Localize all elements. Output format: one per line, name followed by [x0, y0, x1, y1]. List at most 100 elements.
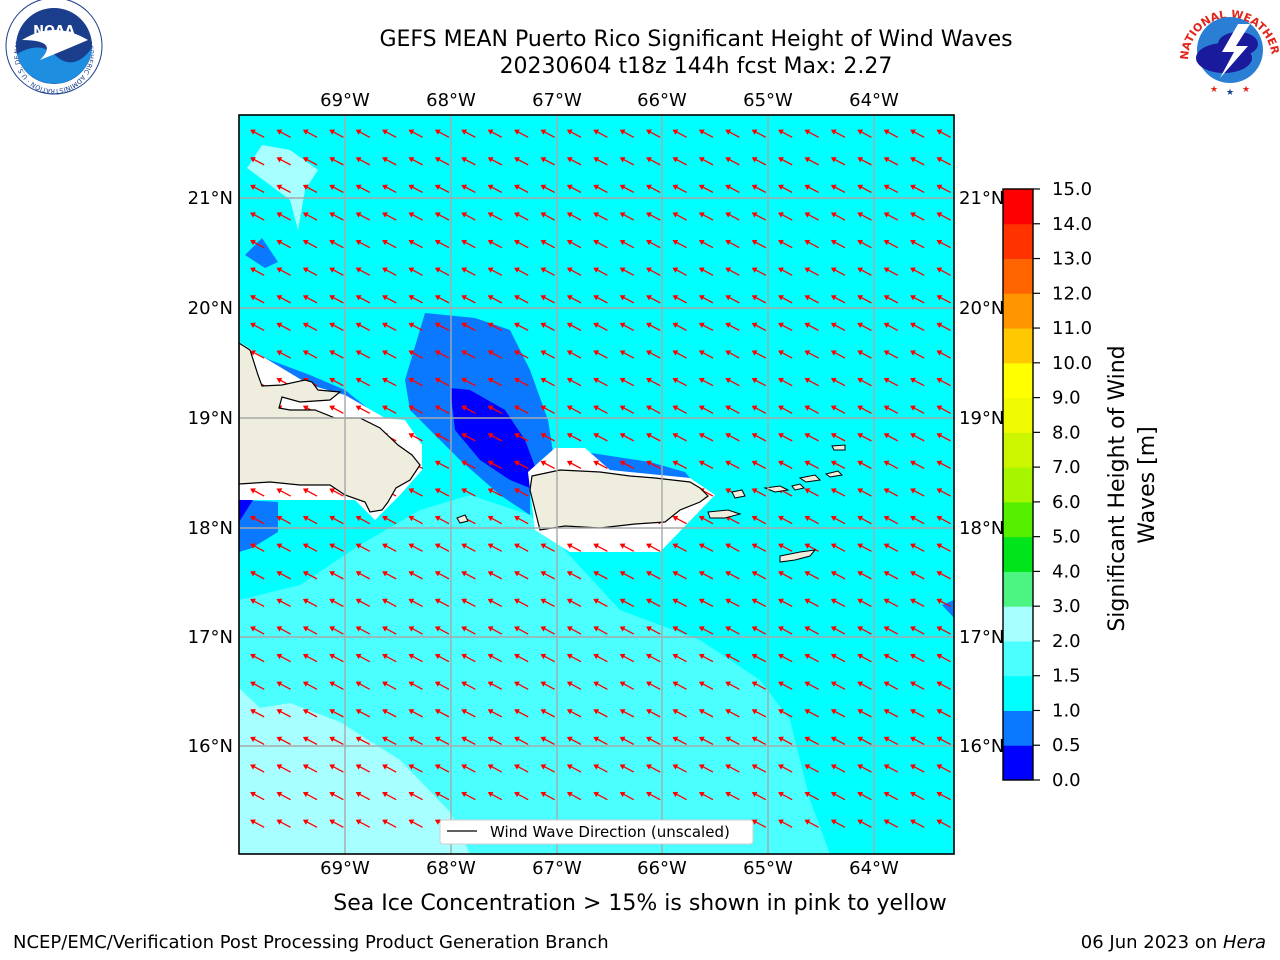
colorbar-band — [1003, 467, 1033, 503]
wind-arrow — [910, 626, 925, 635]
wind-arrow — [566, 212, 582, 221]
wind-arrow — [276, 129, 291, 138]
colorbar-band — [1003, 293, 1033, 329]
map-frame — [238, 114, 955, 855]
wind-arrow — [408, 239, 423, 249]
wind-arrow — [593, 295, 608, 304]
wind-arrow — [408, 653, 423, 663]
colorbar-band — [1003, 536, 1033, 572]
wind-arrow — [883, 681, 899, 690]
wind-arrow — [883, 433, 899, 442]
wind-arrow — [672, 295, 687, 304]
wind-arrow — [883, 653, 899, 663]
mask-puerto-rico — [528, 448, 715, 552]
wind-arrow — [461, 350, 476, 359]
wind-arrow — [751, 212, 767, 221]
wind-arrow — [725, 626, 740, 635]
wind-arrow — [672, 267, 687, 276]
wind-arrow — [910, 709, 925, 718]
colorbar-band — [1003, 745, 1033, 781]
wind-arrow — [276, 488, 291, 497]
wind-arrow — [302, 377, 318, 387]
wind-arrow — [672, 239, 687, 249]
wind-arrow — [751, 184, 767, 194]
wind-arrow — [830, 736, 846, 746]
colorbar-band — [1003, 189, 1033, 225]
wind-arrow — [936, 460, 951, 470]
wind-arrow — [250, 653, 265, 663]
wind-arrow — [250, 377, 265, 387]
wind-arrow — [355, 212, 371, 221]
colorbar-band — [1003, 640, 1033, 677]
wind-arrow — [540, 709, 555, 718]
wind-arrow — [540, 295, 555, 304]
wind-arrow — [936, 736, 951, 746]
wind-arrow — [751, 295, 767, 304]
wind-arrow — [857, 405, 872, 414]
wind-arrow — [936, 515, 951, 525]
wind-arrow — [751, 736, 767, 746]
wind-arrow — [751, 267, 767, 276]
lon-label-bottom: 67°W — [532, 858, 582, 879]
wind-arrow — [725, 791, 740, 801]
wind-arrow — [672, 653, 687, 663]
wind-arrow — [698, 129, 714, 138]
wind-arrow — [276, 184, 291, 194]
wind-arrow — [250, 267, 265, 276]
wind-arrow — [487, 791, 503, 801]
wind-arrow — [619, 653, 635, 663]
wind-arrow — [250, 598, 265, 608]
wind-arrow — [751, 819, 767, 828]
colorbar-band — [1003, 606, 1033, 642]
wind-arrow — [646, 267, 661, 276]
wind-arrow — [408, 791, 423, 801]
wind-arrow — [514, 184, 529, 194]
wind-arrow — [804, 626, 819, 635]
wind-arrow — [250, 322, 265, 332]
wind-arrow — [725, 598, 740, 608]
wind-arrow — [751, 488, 767, 497]
wind-arrow — [487, 626, 503, 635]
wind-arrow — [830, 488, 846, 497]
lat-label-right: 16°N — [959, 736, 1004, 757]
wind-arrow — [619, 129, 635, 138]
wind-arrow — [408, 184, 423, 194]
wind-arrow — [830, 377, 846, 387]
wind-arrow — [566, 377, 582, 387]
wind-arrow — [461, 681, 476, 690]
wind-arrow — [830, 295, 846, 304]
wind-arrow — [751, 322, 767, 332]
wind-arrow — [646, 626, 661, 635]
wind-arrow — [355, 239, 371, 249]
colorbar-tick-label: 1.0 — [1052, 700, 1081, 721]
wind-arrow — [566, 129, 582, 138]
wind-arrow — [778, 129, 793, 138]
wind-arrow — [698, 736, 714, 746]
wind-arrow — [382, 267, 397, 276]
wind-arrow — [329, 515, 344, 525]
wind-arrow — [540, 460, 555, 470]
wind-arrow — [778, 157, 793, 166]
wind-arrow — [593, 598, 608, 608]
map-background — [239, 115, 954, 854]
wind-arrow — [514, 515, 529, 525]
wind-arrow — [487, 433, 503, 442]
wind-arrow — [804, 322, 819, 332]
wind-arrow — [593, 653, 608, 663]
wind-arrow — [751, 626, 767, 635]
wind-arrow — [434, 267, 450, 276]
wind-arrow — [302, 598, 318, 608]
wind-arrow — [619, 598, 635, 608]
wind-arrow — [461, 571, 476, 580]
colorbar-tick-label: 15.0 — [1052, 179, 1092, 200]
chart-title: GEFS MEAN Puerto Rico Significant Height… — [379, 27, 1013, 52]
wind-arrow — [646, 322, 661, 332]
wind-arrow — [751, 571, 767, 580]
wind-arrow — [672, 736, 687, 746]
wind-arrow — [329, 736, 344, 746]
wind-arrow — [830, 239, 846, 249]
wind-arrow — [883, 405, 899, 414]
colorbar-tick-label: 9.0 — [1052, 388, 1081, 409]
wind-arrow — [883, 791, 899, 801]
wind-arrow — [646, 157, 661, 166]
